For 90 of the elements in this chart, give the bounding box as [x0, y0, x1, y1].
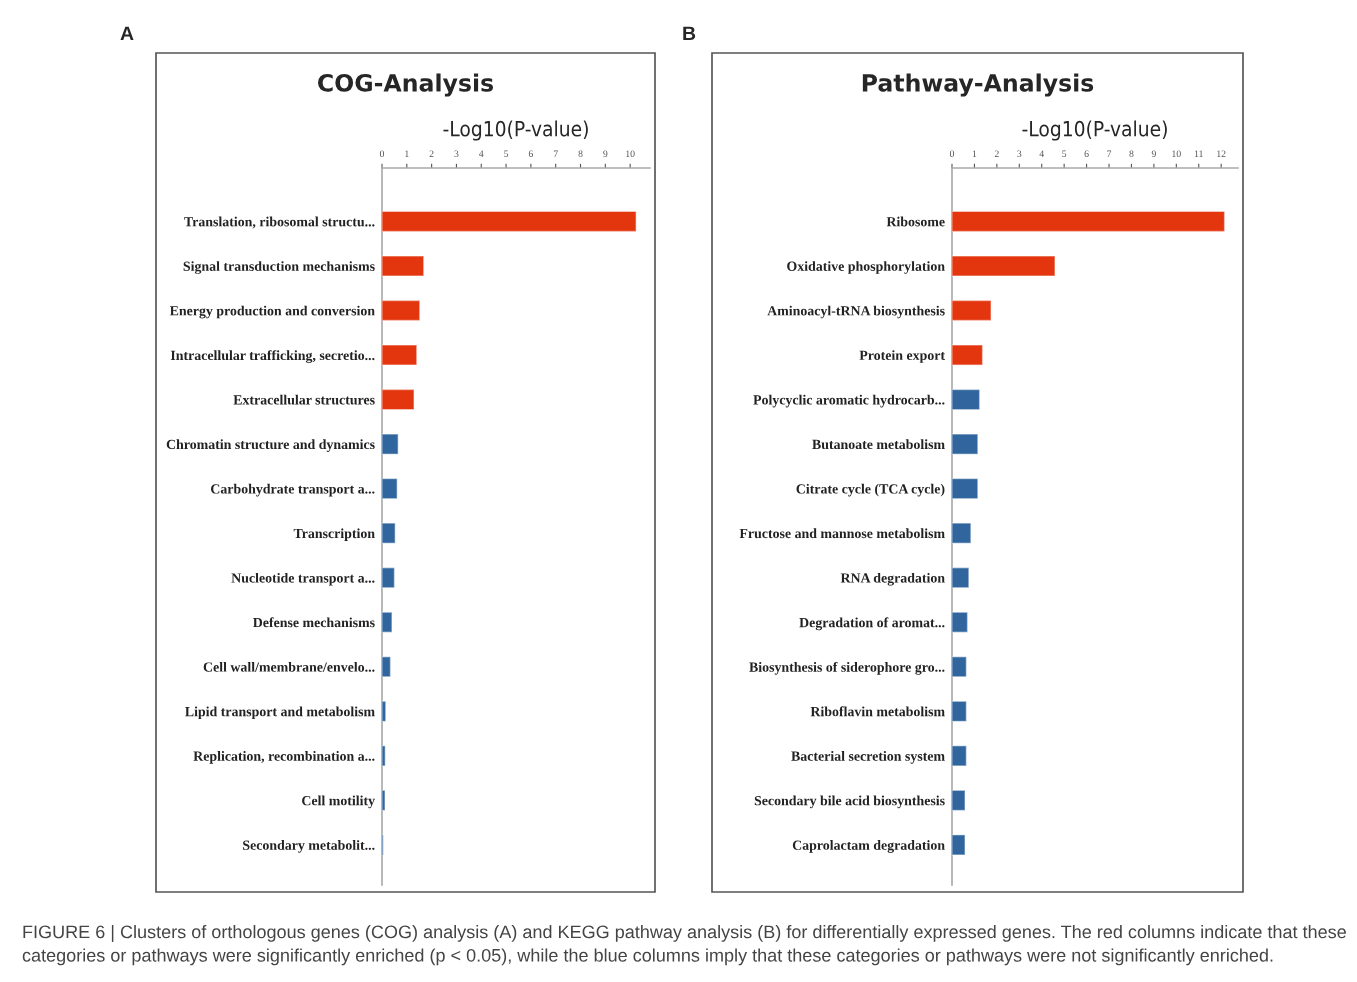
- x-tick-label: 2: [994, 150, 999, 157]
- y-tick-label: Polycyclic aromatic hydrocarb...: [753, 394, 945, 408]
- y-tick-label: Energy production and conversion: [169, 305, 375, 319]
- bar: [952, 745, 968, 767]
- y-tick-label: Ribosome: [886, 216, 945, 227]
- y-tick-label: Biosynthesis of siderophore gro...: [749, 661, 945, 675]
- bar: [382, 700, 387, 723]
- y-tick-label: Secondary bile acid biosynthesis: [754, 795, 945, 809]
- x-tick-label: 9: [603, 150, 608, 157]
- y-tick-label: Extracellular structures: [233, 394, 375, 405]
- bar: [382, 522, 396, 544]
- y-tick-label: Chromatin structure and dynamics: [166, 439, 375, 452]
- y-tick-label: Fructose and mannose metabolism: [739, 528, 945, 539]
- y-tick-label: Cell motility: [302, 795, 375, 809]
- x-tick-label: 6: [528, 150, 534, 157]
- x-tick-label: 9: [1151, 150, 1156, 157]
- bar: [952, 611, 969, 633]
- x-tick-label: 2: [429, 150, 434, 157]
- x-tick-label: 4: [1039, 150, 1044, 157]
- bar: [952, 522, 972, 544]
- chart-title: Pathway-Analysis: [862, 73, 1094, 97]
- x-tick-label: 1: [972, 150, 977, 157]
- y-tick-label: Lipid transport and metabolism: [185, 706, 375, 720]
- bar: [952, 388, 981, 411]
- x-tick-label: 8: [1129, 150, 1134, 157]
- y-tick-label: Cell wall/membrane/envelo...: [203, 661, 375, 672]
- y-tick-label: RNA degradation: [840, 572, 945, 586]
- bar: [382, 745, 386, 767]
- bar: [382, 388, 415, 411]
- x-tick-label: 0: [379, 150, 385, 157]
- bar: [382, 477, 398, 500]
- bar: [952, 700, 968, 723]
- bar: [952, 789, 966, 812]
- y-tick-label: Degradation of aromat...: [799, 617, 945, 631]
- x-axis-title: -Log10(P-value): [1022, 120, 1167, 141]
- bar: [952, 566, 970, 589]
- x-tick-label: 5: [504, 150, 509, 157]
- y-tick-label: Aminoacyl-tRNA biosynthesis: [767, 305, 945, 319]
- x-tick-label: 0: [949, 150, 955, 157]
- x-tick-label: 12: [1217, 150, 1226, 157]
- text: B: [683, 26, 696, 41]
- x-tick-label: 1: [405, 150, 409, 157]
- bar: [952, 477, 979, 500]
- y-tick-label: Bacterial secretion system: [791, 751, 945, 764]
- y-tick-label: Defense mechanisms: [253, 617, 375, 628]
- bar: [952, 344, 984, 366]
- bar: [382, 566, 396, 589]
- y-tick-label: Butanoate metabolism: [812, 439, 945, 450]
- y-tick-label: Nucleotide transport a...: [231, 572, 375, 586]
- x-tick-label: 3: [454, 150, 459, 157]
- y-tick-label: Caprolactam degradation: [792, 840, 945, 853]
- bar: [952, 834, 966, 856]
- bar: [952, 656, 968, 678]
- y-tick-label: Oxidative phosphorylation: [787, 261, 945, 274]
- y-tick-label: Riboflavin metabolism: [810, 706, 945, 717]
- y-tick-label: Intracellular trafficking, secretio...: [170, 350, 375, 363]
- y-tick-label: Protein export: [859, 350, 945, 363]
- bar: [382, 299, 421, 322]
- y-tick-label: Transcription: [293, 528, 375, 541]
- bar: [952, 299, 992, 322]
- x-tick-label: 7: [1107, 150, 1112, 157]
- bar: [382, 344, 418, 366]
- y-tick-label: Replication, recombination a...: [193, 751, 375, 764]
- y-tick-label: Translation, ribosomal structu...: [184, 216, 375, 229]
- bar: [382, 433, 399, 455]
- bar: [382, 656, 392, 678]
- x-tick-label: 4: [479, 150, 484, 157]
- bar: [952, 255, 1056, 277]
- x-tick-label: 7: [553, 150, 558, 157]
- x-tick-label: 5: [1062, 150, 1067, 157]
- x-tick-label: 11: [1194, 150, 1203, 157]
- bar: [382, 210, 637, 233]
- text: A: [120, 26, 134, 41]
- y-tick-label: Carbohydrate transport a...: [211, 483, 375, 497]
- x-tick-label: 10: [626, 150, 635, 157]
- y-tick-label: Secondary metabolit...: [243, 840, 375, 853]
- x-tick-label: 8: [578, 150, 583, 157]
- bar: [382, 789, 386, 812]
- x-tick-label: 6: [1084, 150, 1089, 157]
- chart-title: COG-Analysis: [318, 73, 494, 97]
- bar: [952, 433, 979, 455]
- bar: [382, 611, 393, 633]
- x-tick-label: 10: [1172, 150, 1181, 157]
- x-axis-title: -Log10(P-value): [443, 120, 588, 141]
- bar: [952, 210, 1226, 233]
- y-tick-label: Signal transduction mechanisms: [183, 261, 375, 274]
- y-tick-label: Citrate cycle (TCA cycle): [796, 483, 945, 497]
- bar: [382, 255, 425, 277]
- caption: FIGURE 6 | Clusters of orthologous genes (COG) analysis (A) and KEGG pathway analysis (B) for differentially expressed genes. The red columns indicate that these categories or pathways were significantly enriched (p < 0.05), while the blue columns imply that these categories or pathways were not significantly enriched.: [22, 925, 1346, 966]
- x-tick-label: 3: [1017, 150, 1022, 157]
